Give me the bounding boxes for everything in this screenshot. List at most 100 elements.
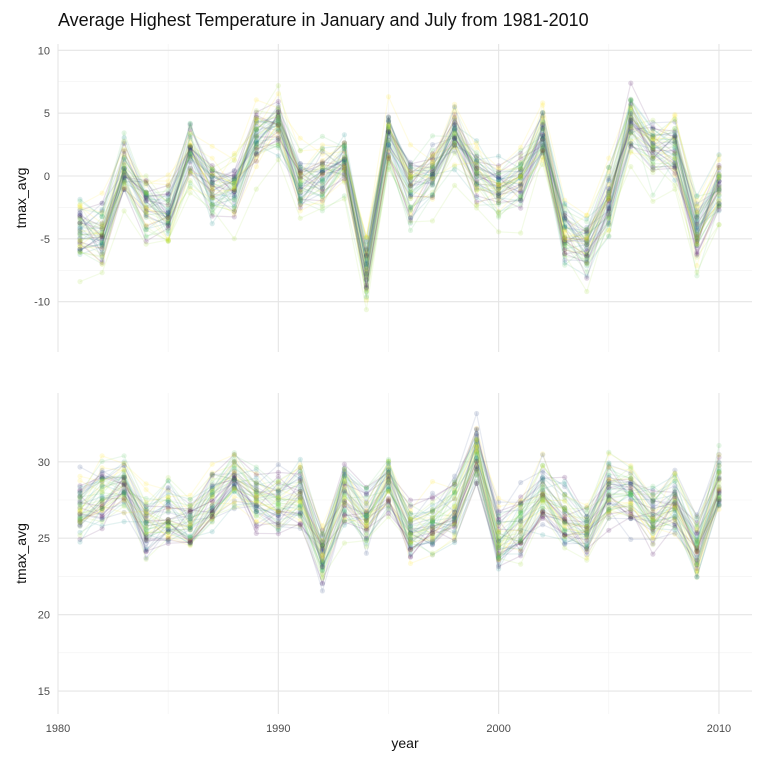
station-point xyxy=(165,211,171,217)
y-tick-label: 30 xyxy=(38,457,50,469)
station-point xyxy=(496,193,502,199)
station-point xyxy=(672,155,678,161)
station-point xyxy=(121,176,127,182)
station-point xyxy=(209,514,215,520)
station-point xyxy=(452,140,458,146)
station-point xyxy=(474,180,480,186)
station-point xyxy=(694,217,700,224)
station-point xyxy=(77,249,83,255)
station-point xyxy=(77,236,83,242)
station-point xyxy=(363,289,369,295)
station-point xyxy=(540,147,546,153)
station-point xyxy=(694,220,700,226)
station-point xyxy=(77,231,83,237)
station-point xyxy=(540,143,546,149)
station-point xyxy=(650,126,656,132)
station-point xyxy=(540,124,546,131)
station-point xyxy=(231,167,237,174)
station-point xyxy=(231,189,237,195)
station-point xyxy=(474,170,480,176)
station-point xyxy=(474,185,480,191)
station-point xyxy=(628,97,634,103)
station-point xyxy=(694,242,700,248)
station-point xyxy=(562,215,568,221)
station-point xyxy=(452,126,458,132)
station-point xyxy=(452,111,458,117)
station-point xyxy=(319,145,325,151)
station-point xyxy=(562,240,568,246)
station-point xyxy=(496,184,502,191)
station-point xyxy=(165,191,171,197)
station-line xyxy=(79,118,720,292)
station-point xyxy=(496,182,502,188)
station-point xyxy=(341,176,347,182)
station-point xyxy=(650,161,656,167)
station-point xyxy=(628,125,634,131)
station-point xyxy=(187,165,193,171)
station-point xyxy=(275,106,281,112)
station-point xyxy=(716,175,722,181)
station-point xyxy=(385,114,392,120)
station-point xyxy=(363,241,369,247)
station-point xyxy=(297,196,303,202)
station-point xyxy=(429,173,436,180)
station-point xyxy=(694,235,700,241)
station-point xyxy=(429,151,436,157)
station-point xyxy=(231,150,237,156)
station-point xyxy=(562,224,568,230)
station-point xyxy=(429,165,436,171)
station-point xyxy=(407,164,414,170)
station-point xyxy=(562,239,568,245)
station-point xyxy=(187,151,193,157)
station-point xyxy=(474,180,480,186)
station-line xyxy=(79,115,720,256)
station-point xyxy=(716,173,722,179)
station-point xyxy=(429,182,436,188)
station-point xyxy=(650,146,656,152)
station-point xyxy=(77,484,83,490)
station-point xyxy=(540,118,546,124)
station-point xyxy=(275,129,281,135)
station-point xyxy=(297,148,303,154)
station-point xyxy=(407,177,414,183)
station-point xyxy=(474,181,480,187)
station-point xyxy=(496,185,502,191)
station-point xyxy=(650,143,656,149)
station-point xyxy=(275,145,281,151)
station-point xyxy=(121,164,127,171)
station-point xyxy=(496,176,502,182)
station-point xyxy=(496,172,502,178)
station-point xyxy=(99,244,105,250)
station-point xyxy=(363,252,369,258)
station-point xyxy=(672,133,678,139)
station-point xyxy=(496,197,502,203)
station-point xyxy=(77,210,83,216)
station-point xyxy=(584,227,590,233)
station-point xyxy=(341,154,347,160)
station-point xyxy=(672,177,678,183)
station-point xyxy=(275,122,281,128)
station-point xyxy=(253,133,259,139)
station-point xyxy=(253,127,259,133)
station-point xyxy=(452,126,458,133)
station-point xyxy=(584,231,590,237)
station-point xyxy=(165,207,171,213)
station-point xyxy=(121,155,127,161)
station-point xyxy=(99,229,105,235)
station-point xyxy=(562,200,568,207)
station-point xyxy=(275,111,281,117)
station-point xyxy=(716,204,722,210)
station-line xyxy=(79,143,720,298)
station-point xyxy=(275,488,281,494)
station-point xyxy=(231,193,237,199)
station-point xyxy=(496,191,502,197)
station-point xyxy=(77,248,83,255)
station-point xyxy=(77,220,83,226)
station-point xyxy=(165,197,171,203)
station-point xyxy=(452,141,458,147)
station-point xyxy=(474,183,480,189)
station-point xyxy=(253,144,259,150)
station-point xyxy=(341,156,347,162)
station-point xyxy=(297,184,303,190)
station-point xyxy=(209,179,215,185)
